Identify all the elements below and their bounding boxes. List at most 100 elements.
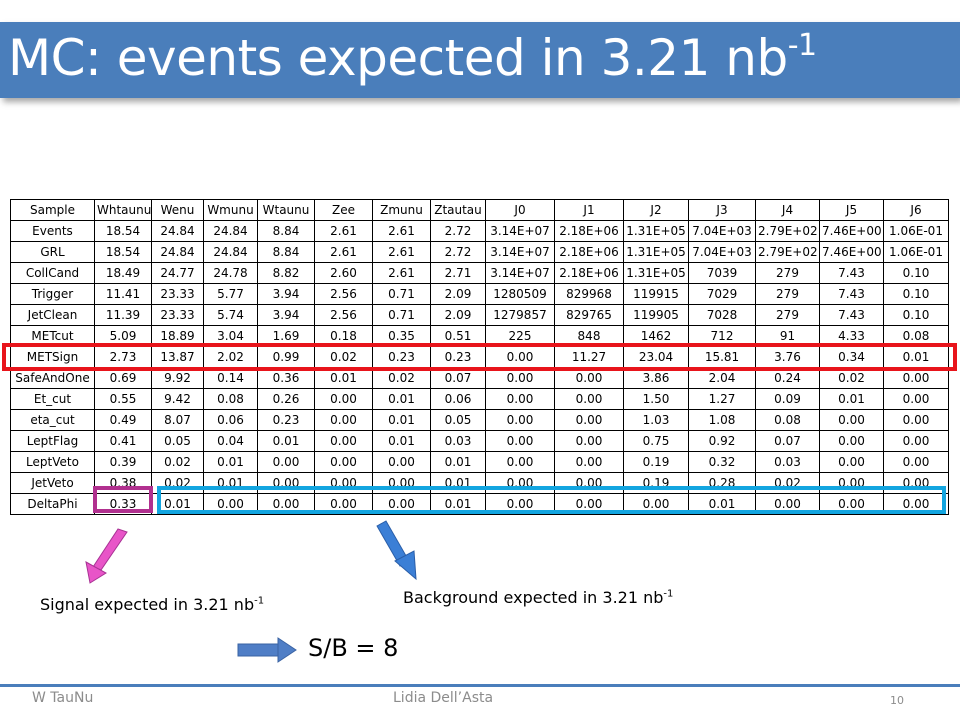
table-cell: 829765 [554, 304, 624, 326]
row-label: JetClean [10, 304, 95, 326]
table-row: SafeAndOne 0.69 9.92 0.14 0.36 0.01 0.02 0.07 0.… [10, 367, 949, 389]
table-cell: 0.39 [94, 451, 152, 473]
row-label: CollCand [10, 262, 95, 284]
table-cell: 0.32 [688, 451, 756, 473]
table-cell: 8.07 [151, 409, 204, 431]
row-label: LeptVeto [10, 451, 95, 473]
table-row: LeptVeto 0.39 0.02 0.01 0.00 0.00 0.00 0.01 0.00… [10, 451, 949, 473]
table-cell: 7.46E+00 [819, 241, 884, 263]
table-cell: 0.35 [372, 325, 431, 347]
table-cell: 7.43 [819, 304, 884, 326]
table-cell: 1.31E+05 [623, 241, 689, 263]
table-cell: 0.75 [623, 430, 689, 452]
table-cell: 0.00 [883, 493, 949, 515]
footer-divider [0, 684, 960, 687]
row-label: SafeAndOne [10, 367, 95, 389]
table-cell: 0.71 [372, 283, 431, 305]
table-cell: 0.01 [430, 493, 486, 515]
table-cell: 5.74 [203, 304, 258, 326]
table-cell: 7028 [688, 304, 756, 326]
table-row: METSign 2.73 13.87 2.02 0.99 0.02 0.23 0.23 0.00… [10, 346, 949, 368]
background-arrow [376, 520, 417, 581]
slide-title: MC: events expected in 3.21 nb-1 [8, 28, 817, 87]
table-cell: 8.82 [257, 262, 315, 284]
table-cell: 279 [755, 262, 820, 284]
table-cell: 7.04E+03 [688, 220, 756, 242]
table-cell: 7.43 [819, 283, 884, 305]
table-cell: 0.01 [688, 493, 756, 515]
table-row: JetClean 11.39 23.33 5.74 3.94 2.56 0.71 2.09 12… [10, 304, 949, 326]
table-cell: 0.00 [314, 493, 373, 515]
column-header: Whtaunu [94, 199, 152, 221]
table-cell: 0.00 [623, 493, 689, 515]
row-label: METSign [10, 346, 95, 368]
table-cell: 7039 [688, 262, 756, 284]
table-cell: 0.07 [755, 430, 820, 452]
table-cell: 279 [755, 304, 820, 326]
table-cell: 0.00 [485, 493, 555, 515]
table-cell: 2.02 [203, 346, 258, 368]
table-cell: 0.05 [430, 409, 486, 431]
table-row: DeltaPhi 0.33 0.01 0.00 0.00 0.00 0.00 0.01 0.00… [10, 493, 949, 515]
table-cell: 18.89 [151, 325, 204, 347]
table-cell: 1.27 [688, 388, 756, 410]
column-header: Ztautau [430, 199, 486, 221]
table-cell: 0.00 [257, 451, 315, 473]
table-cell: 11.27 [554, 346, 624, 368]
table-cell: 0.18 [314, 325, 373, 347]
table-cell: 0.00 [554, 388, 624, 410]
table-cell: 119905 [623, 304, 689, 326]
table-row: Et_cut 0.55 9.42 0.08 0.26 0.00 0.01 0.06 0.00 0.… [10, 388, 949, 410]
table-cell: 0.01 [819, 388, 884, 410]
table-cell: 0.00 [554, 493, 624, 515]
column-header: Wmunu [203, 199, 258, 221]
footer-author: Lidia Dell’Asta [393, 690, 494, 706]
signal-arrow [85, 528, 128, 584]
signal-background-ratio: S/B = 8 [308, 634, 399, 662]
table-cell: 0.01 [314, 367, 373, 389]
column-header: Wenu [151, 199, 204, 221]
row-label: DeltaPhi [10, 493, 95, 515]
table-cell: 2.18E+06 [554, 262, 624, 284]
table-cell: 0.19 [623, 451, 689, 473]
table-cell: 0.00 [314, 451, 373, 473]
table-cell: 3.94 [257, 283, 315, 305]
table-cell: 0.00 [883, 430, 949, 452]
page-number: 10 [890, 694, 904, 707]
table-cell: 0.00 [257, 493, 315, 515]
ratio-arrow-icon [237, 637, 297, 663]
table-cell: 0.08 [883, 325, 949, 347]
row-label: JetVeto [10, 472, 95, 494]
table-cell: 0.00 [883, 451, 949, 473]
table-cell: 7.46E+00 [819, 220, 884, 242]
footer-topic: W TauNu [32, 690, 94, 706]
table-cell: 18.54 [94, 220, 152, 242]
table-cell: 0.00 [755, 493, 820, 515]
table-cell: 1.03 [623, 409, 689, 431]
title-bar [0, 22, 960, 98]
background-label: Background expected in 3.21 nb-1 [403, 588, 674, 607]
table-cell: 2.60 [314, 262, 373, 284]
table-cell: 0.00 [819, 409, 884, 431]
table-cell: 0.00 [819, 451, 884, 473]
table-cell: 1.06E-01 [883, 220, 949, 242]
table-cell: 5.77 [203, 283, 258, 305]
table-row: Events 18.54 24.84 24.84 8.84 2.61 2.61 2.72 3.1… [10, 220, 949, 242]
table-cell: 279 [755, 283, 820, 305]
table-cell: 11.41 [94, 283, 152, 305]
table-cell: 0.01 [430, 451, 486, 473]
table-cell: 0.00 [554, 451, 624, 473]
table-cell: 225 [485, 325, 555, 347]
table-cell: 8.84 [257, 241, 315, 263]
table-cell: 0.01 [372, 409, 431, 431]
table-row: Trigger 11.41 23.33 5.77 3.94 2.56 0.71 2.09 128… [10, 283, 949, 305]
column-header: Wtaunu [257, 199, 315, 221]
table-cell: 2.61 [372, 262, 431, 284]
table-cell: 0.00 [203, 493, 258, 515]
table-cell: 0.00 [485, 388, 555, 410]
table-cell: 0.00 [819, 493, 884, 515]
table-cell: 1462 [623, 325, 689, 347]
table-cell: 0.00 [372, 493, 431, 515]
table-cell: 24.84 [151, 241, 204, 263]
